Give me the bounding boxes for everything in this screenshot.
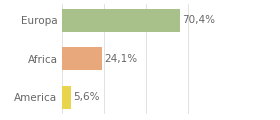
Bar — [62, 47, 102, 70]
Text: 24,1%: 24,1% — [104, 54, 137, 64]
Text: 5,6%: 5,6% — [73, 92, 99, 102]
Bar — [62, 9, 180, 32]
Bar — [62, 86, 71, 109]
Text: 70,4%: 70,4% — [182, 15, 215, 25]
